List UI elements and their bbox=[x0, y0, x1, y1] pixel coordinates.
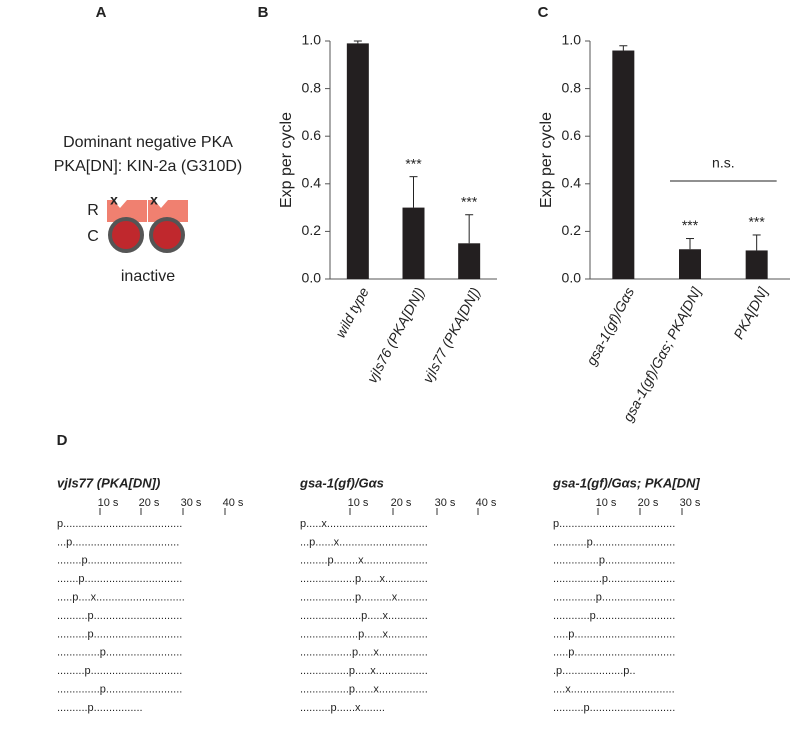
time-label: 30 s bbox=[435, 497, 456, 509]
x-tick-label: vjIs77 (PKA[DN]) bbox=[419, 285, 483, 386]
y-tick-label: 0.0 bbox=[562, 270, 582, 286]
raster-line: .........p........x..................... bbox=[300, 555, 428, 567]
raster-line: ...................p......x............. bbox=[300, 628, 428, 640]
time-label: 10 s bbox=[98, 497, 119, 509]
x-tick-label: gsa-1(gf)/Gαs; PKA[DN] bbox=[620, 284, 705, 425]
raster-line: ...p................................... bbox=[57, 536, 179, 548]
diagram-label: C bbox=[87, 228, 99, 245]
time-label: 20 s bbox=[139, 497, 160, 509]
bar bbox=[679, 249, 701, 279]
catalytic-subunit bbox=[149, 217, 185, 253]
raster-line: ..............p......................... bbox=[57, 647, 182, 659]
bar bbox=[745, 250, 768, 279]
raster-line: .................p.....x................ bbox=[300, 647, 428, 659]
raster-line: .....p................................. bbox=[553, 628, 675, 640]
panel-label: B bbox=[258, 4, 269, 21]
raster-line: p....................................... bbox=[57, 518, 182, 530]
raster-line: ............p.......................... bbox=[553, 610, 675, 622]
raster-line: ...............p....................... bbox=[553, 555, 675, 567]
raster-line: ...p......x............................. bbox=[300, 536, 428, 548]
significance: *** bbox=[748, 214, 765, 230]
time-label: 20 s bbox=[391, 497, 412, 509]
y-tick-label: 0.8 bbox=[302, 79, 322, 95]
y-tick-label: 0.0 bbox=[302, 270, 322, 286]
y-tick-label: 0.2 bbox=[562, 222, 582, 238]
raster-line: ........p............................... bbox=[57, 555, 182, 567]
mutation-mark: x bbox=[150, 192, 158, 208]
bar bbox=[346, 43, 369, 279]
raster-line: ..........p............................. bbox=[57, 610, 182, 622]
y-axis-title: Exp per cycle bbox=[278, 112, 295, 208]
x-tick-label: PKA[DN] bbox=[730, 284, 771, 342]
time-label: 10 s bbox=[348, 497, 369, 509]
raster-line: ..................p..........x.......... bbox=[300, 592, 428, 604]
y-axis-title: Exp per cycle bbox=[538, 112, 555, 208]
time-label: 30 s bbox=[181, 497, 202, 509]
raster-line: ....................p.....x............. bbox=[300, 610, 428, 622]
y-tick-label: 0.6 bbox=[562, 127, 582, 143]
bar bbox=[612, 50, 635, 279]
raster-line: .......p................................ bbox=[57, 573, 182, 585]
panel-label: C bbox=[538, 4, 549, 21]
panel-label: D bbox=[57, 432, 68, 449]
y-tick-label: 1.0 bbox=[562, 32, 582, 48]
y-tick-label: 0.2 bbox=[302, 222, 322, 238]
time-label: 30 s bbox=[680, 497, 701, 509]
regulatory-subunit bbox=[107, 200, 147, 222]
x-tick-label: vjIs76 (PKA[DN]) bbox=[364, 285, 428, 386]
significance: *** bbox=[461, 193, 478, 209]
raster-line: ..................p......x.............. bbox=[300, 573, 428, 585]
y-tick-label: 0.6 bbox=[302, 127, 322, 143]
raster-line: ................p......x................ bbox=[300, 684, 428, 696]
raster-line: ..............p......................... bbox=[57, 684, 182, 696]
x-tick-label: wild type bbox=[332, 284, 372, 340]
bar bbox=[402, 207, 425, 279]
time-label: 40 s bbox=[476, 497, 497, 509]
raster-line: ..............p........................ bbox=[553, 592, 675, 604]
diagram-label: R bbox=[87, 202, 99, 219]
raster-line: ................p...................... bbox=[553, 573, 675, 585]
mutation-mark: x bbox=[110, 192, 118, 208]
raster-line: ................p.....x................. bbox=[300, 665, 428, 677]
raster-line: .........p.............................. bbox=[57, 665, 182, 677]
time-label: 20 s bbox=[638, 497, 659, 509]
raster-line: p...................................... bbox=[553, 518, 675, 530]
raster-line: ...........p........................... bbox=[553, 536, 675, 548]
significance: *** bbox=[682, 217, 699, 233]
raster-line: .....p................................. bbox=[553, 647, 675, 659]
panel-label: A bbox=[96, 4, 107, 21]
time-label: 40 s bbox=[223, 497, 244, 509]
diagram-caption: inactive bbox=[121, 268, 175, 285]
raster-line: ..........p................ bbox=[57, 702, 143, 714]
raster-line: .p....................p.. bbox=[553, 665, 636, 677]
raster-line: ....x.................................. bbox=[553, 684, 675, 696]
diagram-subtitle: PKA[DN]: KIN-2a (G310D) bbox=[54, 158, 243, 175]
significance: *** bbox=[405, 155, 422, 171]
raster-title: vjIs77 (PKA[DN]) bbox=[57, 475, 160, 490]
raster-line: ..........p............................. bbox=[57, 628, 182, 640]
raster-title: gsa-1(gf)/Gαs; PKA[DN] bbox=[552, 475, 700, 490]
raster-title: gsa-1(gf)/Gαs bbox=[299, 475, 384, 490]
catalytic-subunit bbox=[108, 217, 144, 253]
bar bbox=[458, 243, 481, 279]
regulatory-subunit bbox=[148, 200, 188, 222]
y-tick-label: 1.0 bbox=[302, 32, 322, 48]
comparison-label: n.s. bbox=[712, 155, 735, 171]
diagram-title: Dominant negative PKA bbox=[63, 134, 233, 151]
time-label: 10 s bbox=[596, 497, 617, 509]
raster-line: ..........p............................ bbox=[553, 702, 675, 714]
y-tick-label: 0.4 bbox=[562, 175, 582, 191]
y-tick-label: 0.4 bbox=[302, 175, 322, 191]
raster-line: p.....x................................. bbox=[300, 518, 428, 530]
raster-line: ..........p......x........ bbox=[300, 702, 385, 714]
raster-line: .....p....x............................. bbox=[57, 592, 185, 604]
y-tick-label: 0.8 bbox=[562, 79, 582, 95]
x-tick-label: gsa-1(gf)/Gαs bbox=[583, 285, 637, 368]
